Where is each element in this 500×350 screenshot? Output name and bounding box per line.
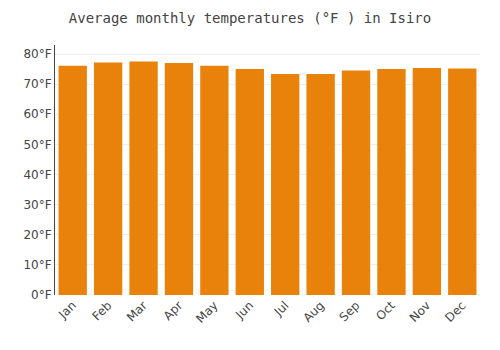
svg-text:Jun: Jun: [232, 298, 256, 322]
svg-text:60°F: 60°F: [23, 107, 51, 121]
svg-text:Average monthly temperatures (: Average monthly temperatures (°F ) in Is…: [69, 10, 431, 26]
svg-text:40°F: 40°F: [23, 168, 51, 182]
svg-text:Jan: Jan: [55, 298, 79, 322]
svg-text:Mar: Mar: [124, 298, 150, 324]
svg-text:0°F: 0°F: [31, 288, 52, 302]
svg-text:80°F: 80°F: [23, 47, 51, 61]
svg-text:Nov: Nov: [407, 298, 433, 324]
svg-text:Apr: Apr: [161, 298, 186, 323]
svg-text:Dec: Dec: [442, 298, 468, 324]
svg-text:10°F: 10°F: [23, 258, 51, 272]
svg-text:Oct: Oct: [373, 298, 398, 323]
svg-text:70°F: 70°F: [23, 77, 51, 91]
svg-text:May: May: [193, 298, 220, 325]
svg-text:Jul: Jul: [271, 298, 292, 319]
svg-text:50°F: 50°F: [23, 138, 51, 152]
svg-text:20°F: 20°F: [23, 228, 51, 242]
svg-text:30°F: 30°F: [23, 198, 51, 212]
svg-text:Aug: Aug: [301, 298, 327, 324]
svg-text:Sep: Sep: [337, 298, 363, 324]
svg-text:Feb: Feb: [90, 298, 115, 323]
